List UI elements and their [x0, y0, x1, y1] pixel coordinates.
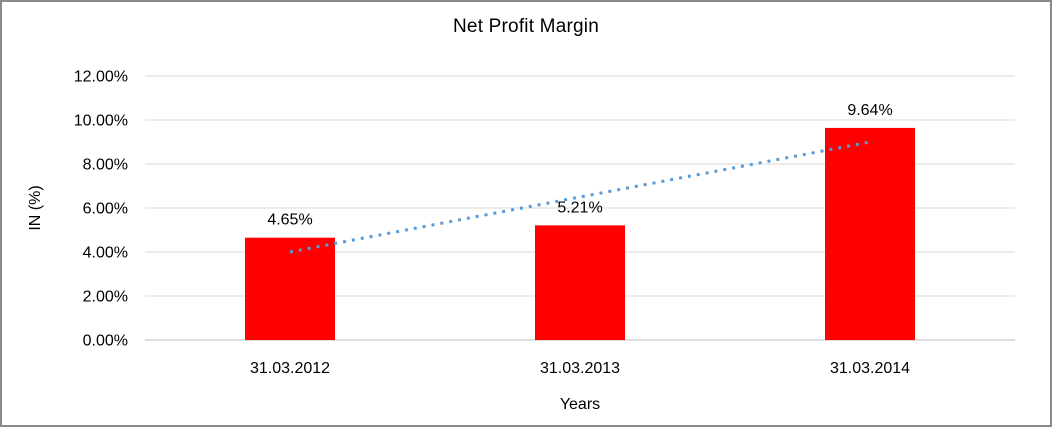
y-tick-label: 4.00%	[83, 245, 128, 262]
bar-value-label: 5.21%	[557, 199, 602, 216]
y-tick-label: 6.00%	[83, 201, 128, 218]
y-tick-label: 8.00%	[83, 157, 128, 174]
y-tick-label: 12.00%	[74, 69, 128, 86]
bar	[825, 127, 915, 340]
x-category-label: 31.03.2014	[830, 360, 910, 377]
bar	[245, 237, 335, 340]
chart-title: Net Profit Margin	[453, 16, 599, 37]
bar-value-label: 4.65%	[267, 212, 312, 229]
bar-value-label: 9.64%	[847, 102, 892, 119]
x-category-label: 31.03.2013	[540, 360, 620, 377]
y-tick-label: 0.00%	[83, 333, 128, 350]
y-tick-label: 10.00%	[74, 113, 128, 130]
x-category-label: 31.03.2012	[250, 360, 330, 377]
x-axis-title: Years	[559, 396, 601, 413]
bar	[535, 225, 625, 340]
y-tick-label: 2.00%	[83, 289, 128, 306]
